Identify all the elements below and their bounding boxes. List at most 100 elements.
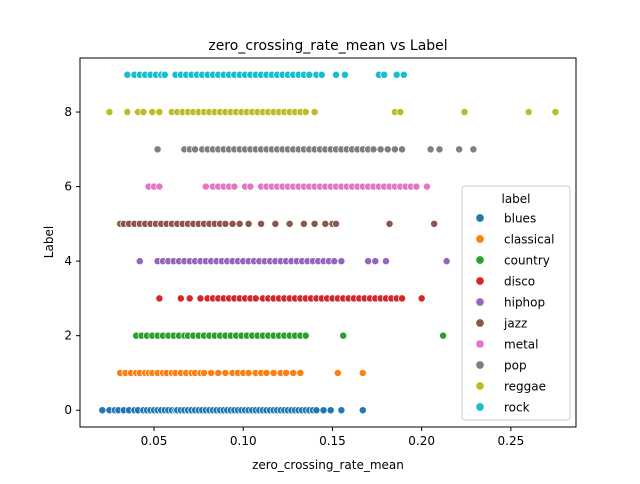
data-point bbox=[160, 70, 169, 79]
data-point bbox=[123, 70, 132, 79]
data-point bbox=[358, 369, 367, 377]
data-point bbox=[301, 108, 310, 117]
series-classical bbox=[116, 369, 367, 377]
y-tick-label: 8 bbox=[64, 105, 72, 119]
data-point bbox=[333, 369, 342, 377]
y-tick-label: 0 bbox=[64, 403, 72, 417]
data-point bbox=[123, 108, 132, 117]
data-point bbox=[332, 219, 340, 228]
series-reggae bbox=[105, 108, 560, 117]
data-point bbox=[337, 257, 346, 266]
data-point bbox=[299, 219, 308, 228]
data-point bbox=[330, 257, 339, 266]
legend-marker bbox=[475, 318, 485, 328]
legend-label: rock bbox=[504, 401, 530, 415]
data-point bbox=[221, 369, 230, 377]
y-axis-label: Label bbox=[42, 226, 56, 258]
data-point bbox=[358, 406, 367, 415]
data-point bbox=[155, 182, 164, 191]
data-point bbox=[390, 145, 399, 154]
y-tick-label: 4 bbox=[64, 254, 72, 268]
chart-title: zero_crossing_rate_mean vs Label bbox=[208, 38, 447, 54]
series-country bbox=[132, 331, 448, 340]
data-point bbox=[524, 108, 533, 117]
x-tick-label: 0.05 bbox=[141, 434, 168, 448]
x-tick-label: 0.25 bbox=[498, 434, 525, 448]
legend-marker bbox=[475, 213, 485, 223]
data-point bbox=[337, 406, 346, 415]
data-point bbox=[155, 108, 164, 117]
data-point bbox=[271, 219, 280, 228]
data-point bbox=[185, 294, 194, 303]
data-point bbox=[321, 219, 330, 228]
data-point bbox=[285, 219, 294, 228]
data-point bbox=[244, 219, 253, 228]
data-point bbox=[364, 257, 373, 266]
y-tick-label: 6 bbox=[64, 180, 72, 194]
data-point bbox=[98, 406, 107, 415]
data-point bbox=[153, 145, 162, 154]
series-hiphop bbox=[135, 257, 451, 266]
data-point bbox=[269, 369, 278, 377]
data-point bbox=[251, 294, 260, 303]
legend-label: country bbox=[504, 254, 550, 268]
x-tick-label: 0.10 bbox=[230, 434, 257, 448]
legend-box bbox=[461, 185, 571, 421]
plot-frame bbox=[79, 57, 577, 428]
data-point bbox=[228, 219, 237, 228]
data-point bbox=[207, 369, 216, 377]
data-point bbox=[326, 406, 335, 415]
series-metal bbox=[144, 182, 431, 191]
data-point bbox=[435, 145, 444, 154]
data-point bbox=[412, 182, 421, 191]
data-point bbox=[200, 369, 208, 377]
data-point bbox=[455, 145, 464, 154]
data-point bbox=[332, 70, 340, 79]
data-point bbox=[191, 145, 200, 154]
data-point bbox=[339, 331, 348, 340]
data-point bbox=[176, 294, 185, 303]
legend-label: reggae bbox=[504, 380, 546, 394]
data-point bbox=[305, 70, 314, 79]
data-point bbox=[469, 145, 478, 154]
legend-label: metal bbox=[504, 338, 538, 352]
data-point bbox=[230, 182, 239, 191]
data-point bbox=[551, 108, 560, 117]
scatter-points bbox=[98, 70, 560, 415]
data-point bbox=[398, 145, 406, 154]
series-jazz bbox=[116, 219, 439, 228]
legend-label: classical bbox=[504, 233, 554, 247]
series-blues bbox=[98, 406, 367, 415]
legend-label: blues bbox=[504, 212, 536, 226]
data-point bbox=[196, 294, 205, 303]
data-point bbox=[392, 70, 401, 79]
data-point bbox=[201, 182, 210, 191]
series-pop bbox=[153, 145, 478, 154]
data-point bbox=[439, 331, 448, 340]
data-point bbox=[382, 257, 390, 266]
data-point bbox=[289, 369, 298, 377]
data-point bbox=[310, 219, 319, 228]
data-point bbox=[312, 406, 321, 415]
data-point bbox=[442, 257, 451, 266]
legend-marker bbox=[475, 276, 485, 286]
data-point bbox=[105, 108, 114, 117]
data-point bbox=[383, 145, 392, 154]
legend-marker bbox=[475, 234, 485, 244]
data-point bbox=[214, 369, 223, 377]
legend-label: hiphop bbox=[504, 296, 545, 310]
data-point bbox=[396, 108, 405, 117]
data-point bbox=[282, 369, 291, 377]
data-point bbox=[139, 108, 148, 117]
legend-marker bbox=[475, 339, 485, 349]
legend-label: jazz bbox=[503, 317, 527, 331]
legend-marker bbox=[475, 297, 485, 307]
data-point bbox=[310, 108, 319, 117]
legend-label: pop bbox=[504, 359, 527, 373]
data-point bbox=[317, 70, 326, 79]
data-point bbox=[460, 108, 469, 117]
data-point bbox=[426, 145, 435, 154]
data-point bbox=[369, 145, 378, 154]
